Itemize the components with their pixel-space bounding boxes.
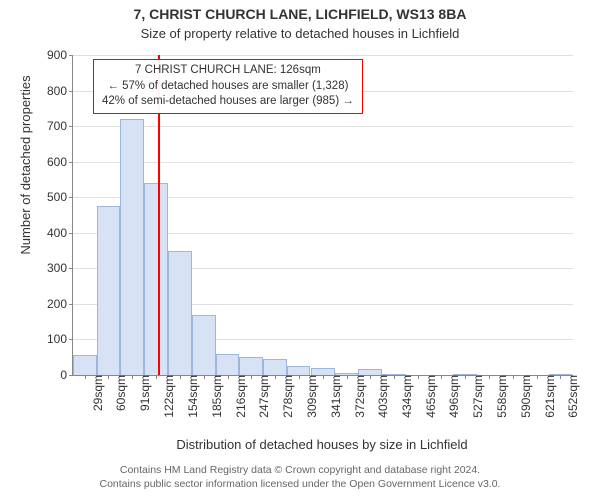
x-tick-label: 216sqm (232, 375, 248, 418)
x-tick-label: 247sqm (255, 375, 271, 418)
x-tick-mark (156, 375, 157, 379)
histogram-bar (311, 368, 335, 375)
histogram-bar (120, 119, 144, 375)
x-tick-mark (418, 375, 419, 379)
x-tick-label: 309sqm (303, 375, 319, 418)
callout-box: 7 CHRIST CHURCH LANE: 126sqm ← 57% of de… (93, 59, 363, 114)
histogram-bar (216, 354, 240, 375)
histogram-bar (144, 183, 168, 375)
histogram-bar (192, 315, 216, 375)
y-tick-label: 300 (47, 261, 73, 275)
x-tick-mark (465, 375, 466, 379)
x-tick-label: 122sqm (160, 375, 176, 418)
callout-line-3: 42% of semi-detached houses are larger (… (102, 94, 354, 110)
grid-line (73, 126, 573, 127)
x-tick-mark (132, 375, 133, 379)
x-tick-label: 185sqm (208, 375, 224, 418)
y-tick-label: 500 (47, 190, 73, 204)
x-tick-mark (108, 375, 109, 379)
y-axis-label: Number of detached properties (18, 15, 33, 315)
x-tick-label: 590sqm (517, 375, 533, 418)
x-tick-mark (489, 375, 490, 379)
x-tick-mark (204, 375, 205, 379)
y-tick-label: 600 (47, 155, 73, 169)
footnote-1: Contains HM Land Registry data © Crown c… (0, 464, 600, 476)
x-tick-label: 558sqm (493, 375, 509, 418)
x-tick-label: 527sqm (469, 375, 485, 418)
x-tick-mark (537, 375, 538, 379)
x-tick-mark (347, 375, 348, 379)
footnote-2: Contains public sector information licen… (0, 478, 600, 490)
x-tick-label: 91sqm (136, 375, 152, 411)
x-tick-label: 652sqm (564, 375, 580, 418)
histogram-bar (97, 206, 121, 375)
x-tick-label: 621sqm (541, 375, 557, 418)
histogram-bar (239, 357, 263, 375)
histogram-bar (168, 251, 192, 375)
x-tick-mark (85, 375, 86, 379)
plot-area: 7 CHRIST CHURCH LANE: 126sqm ← 57% of de… (72, 55, 573, 376)
x-tick-label: 278sqm (279, 375, 295, 418)
x-axis-label: Distribution of detached houses by size … (72, 437, 572, 452)
x-tick-mark (513, 375, 514, 379)
x-tick-label: 154sqm (184, 375, 200, 418)
x-tick-mark (251, 375, 252, 379)
grid-line (73, 55, 573, 56)
y-tick-label: 700 (47, 119, 73, 133)
x-tick-mark (180, 375, 181, 379)
x-tick-mark (441, 375, 442, 379)
x-tick-mark (275, 375, 276, 379)
x-tick-label: 341sqm (327, 375, 343, 418)
x-tick-mark (299, 375, 300, 379)
x-tick-mark (323, 375, 324, 379)
callout-line-1: 7 CHRIST CHURCH LANE: 126sqm (102, 63, 354, 79)
chart-container: { "title": "7, CHRIST CHURCH LANE, LICHF… (0, 0, 600, 500)
histogram-bar (73, 355, 97, 375)
histogram-bar (263, 359, 287, 375)
y-tick-label: 100 (47, 332, 73, 346)
x-tick-mark (228, 375, 229, 379)
x-tick-label: 60sqm (112, 375, 128, 411)
x-tick-mark (560, 375, 561, 379)
x-tick-label: 372sqm (351, 375, 367, 418)
y-tick-label: 400 (47, 226, 73, 240)
chart-subtitle: Size of property relative to detached ho… (0, 26, 600, 41)
chart-title: 7, CHRIST CHURCH LANE, LICHFIELD, WS13 8… (0, 6, 600, 22)
y-tick-label: 800 (47, 84, 73, 98)
x-tick-mark (370, 375, 371, 379)
x-tick-label: 465sqm (422, 375, 438, 418)
y-tick-label: 0 (60, 368, 73, 382)
callout-line-2: ← 57% of detached houses are smaller (1,… (102, 79, 354, 95)
y-tick-label: 200 (47, 297, 73, 311)
x-tick-label: 403sqm (374, 375, 390, 418)
histogram-bar (287, 366, 311, 375)
x-tick-label: 434sqm (398, 375, 414, 418)
x-tick-label: 496sqm (445, 375, 461, 418)
x-tick-label: 29sqm (89, 375, 105, 411)
y-tick-label: 900 (47, 48, 73, 62)
x-tick-mark (394, 375, 395, 379)
grid-line (73, 162, 573, 163)
